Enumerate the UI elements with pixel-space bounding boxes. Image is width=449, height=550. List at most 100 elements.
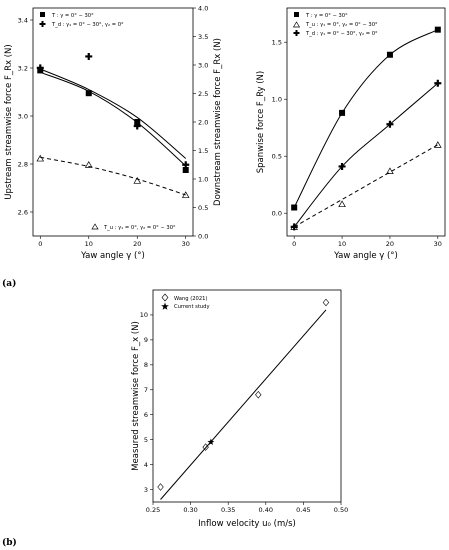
data-point-triangle — [84, 161, 93, 168]
series-fit-line-1 — [40, 68, 187, 159]
data-point-triangle — [434, 141, 442, 148]
series-fit-line-0 — [40, 71, 187, 167]
data-point-square — [182, 167, 189, 173]
x-tick-label: 10 — [338, 240, 346, 248]
y-tick-label: 3.0 — [18, 112, 28, 120]
y-tick-label: 1.0 — [272, 96, 282, 104]
data-point-diamond — [157, 483, 164, 491]
legend-diamond-marker — [161, 293, 169, 302]
legend-plus-marker — [39, 21, 46, 27]
data-point-triangle — [36, 154, 45, 162]
fit-line — [160, 309, 327, 500]
y-tick-label: 5 — [144, 436, 148, 444]
x-tick-label: 0.40 — [259, 506, 273, 514]
chart-b-lines — [160, 309, 327, 500]
y-tick-label: 10 — [140, 311, 148, 319]
y-tick-label: 3.5 — [198, 33, 208, 41]
data-point-square — [386, 51, 393, 58]
x-tick-label: 20 — [133, 240, 141, 248]
y-tick-label: 3.4 — [18, 16, 28, 24]
y-tick-label: 1.0 — [198, 175, 208, 183]
legend-upper-entry-1: T_d : γ₁ = 0° ∼ 30°, γ₂ = 0° — [51, 22, 124, 28]
chart-b-axes-frame — [152, 289, 342, 503]
chart-a-left-lines — [40, 68, 187, 196]
chart-a-left-axes-frame — [32, 7, 194, 237]
y-tick-label: 3.0 — [198, 61, 208, 69]
legend-triangle-marker — [292, 21, 301, 28]
panel-label-a: (a) — [2, 278, 16, 289]
y-tick-label: 4 — [144, 461, 148, 469]
x-tick-label: 20 — [386, 240, 394, 248]
chart-a-left-ylabel: Upstream streamwise force F_Rx (N) — [4, 44, 14, 199]
panel-label-b: (b) — [2, 537, 17, 548]
data-point-square — [134, 119, 141, 125]
chart-b-xlabel: Inflow velocity u₀ (m/s) — [198, 519, 296, 529]
legend-square-marker — [294, 12, 299, 17]
data-point-diamond — [255, 390, 262, 399]
y-tick-label: 6 — [144, 411, 148, 419]
legend-triangle-marker — [91, 223, 99, 230]
chart-b-ylabel: Measured streamwise force F_x (N) — [131, 321, 141, 471]
chart-a-right-marks — [290, 26, 442, 231]
series-fit-line-2 — [40, 156, 186, 196]
chart-a-right-ticks: 0 10 20 30 0.0 0.5 1.0 1.5 — [272, 39, 442, 249]
x-tick-label: 10 — [85, 240, 93, 248]
series-fit-line-1 — [293, 144, 439, 228]
series-fit-line-2 — [293, 82, 439, 228]
data-point-plus — [133, 122, 141, 130]
y-tick-label: 2.0 — [198, 118, 208, 126]
legend-star-marker — [161, 302, 169, 310]
chart-b: 0.25 0.30 0.35 0.40 0.45 0.50 3 4 5 6 7 8 9 10 Inflow… — [131, 289, 349, 529]
y-tick-label: 7 — [144, 386, 148, 394]
y-tick-label: 0.5 — [198, 204, 208, 212]
chart-a-left-ticks: 0 10 20 30 2.6 2.8 3.0 3.2 3.4 0.0 0.5 1.0 1.5 2.0 2.5… — [18, 4, 209, 248]
chart-a-left-marks — [36, 52, 190, 198]
y-tick-label: 0.5 — [272, 153, 282, 161]
x-tick-label: 0.30 — [183, 506, 197, 514]
y-tick-label: 2.6 — [18, 208, 28, 216]
data-point-plus — [386, 120, 394, 128]
y-tick-label: 8 — [144, 361, 148, 369]
x-tick-label: 0 — [292, 240, 296, 248]
data-point-square — [291, 204, 298, 211]
legend-entry-1: Current study — [174, 304, 210, 310]
chart-a-left-legend-upper: T : γ = 0° ∼ 30° T_d : γ₁ = 0° ∼ 30°, γ₂… — [39, 12, 124, 28]
y-tick-label: 2.5 — [198, 90, 208, 98]
data-point-square — [339, 109, 346, 116]
data-point-star — [207, 438, 215, 446]
legend-entry-0: Wang (2021) — [174, 296, 207, 302]
data-point-plus — [182, 161, 190, 169]
legend-upper-entry-0: T : γ = 0° ∼ 30° — [51, 13, 94, 19]
legend-entry-2: T_d : γ₁ = 0° ∼ 30°, γ₂ = 0° — [305, 31, 378, 37]
x-tick-label: 0.35 — [221, 506, 235, 514]
y-tick-label: 0.0 — [272, 210, 282, 218]
chart-a-right-ylabel: Spanwise force F_Ry (N) — [256, 71, 266, 173]
data-point-plus — [85, 52, 93, 60]
chart-a-right-legend: T : γ = 0° ∼ 30° T_u : γ₁ = 0°, γ₂ = 0° … — [292, 12, 378, 37]
x-tick-label: 30 — [182, 240, 190, 248]
series-fit-line-0 — [293, 29, 439, 208]
x-tick-label: 0 — [38, 240, 42, 248]
chart-b-ticks: 0.25 0.30 0.35 0.40 0.45 0.50 3 4 5 6 7 8 9 10 — [140, 311, 349, 514]
chart-b-legend: Wang (2021) Current study — [161, 293, 210, 310]
legend-entry-0: T : γ = 0° ∼ 30° — [305, 13, 348, 19]
x-tick-label: 30 — [434, 240, 442, 248]
data-point-diamond — [202, 443, 209, 451]
legend-plus-marker — [293, 30, 300, 36]
chart-a-left-xlabel: Yaw angle γ (°) — [80, 251, 145, 261]
chart-a-left-legend-lower: T_u : γ₁ = 0°, γ₂ = 0° ∼ 30° — [91, 223, 176, 231]
data-point-plus — [338, 162, 346, 170]
data-point-triangle — [181, 191, 190, 198]
legend-square-marker — [40, 12, 45, 17]
data-point-triangle — [338, 200, 346, 208]
x-tick-label: 0.50 — [334, 506, 348, 514]
y-tick-label: 0.0 — [198, 232, 208, 240]
y-tick-label: 9 — [144, 336, 148, 344]
x-tick-label: 0.25 — [146, 506, 160, 514]
chart-a-left-ylabel-right: Downstream streamwise force F_Rx (N) — [213, 38, 223, 206]
y-tick-label: 1.5 — [272, 39, 282, 47]
legend-entry-1: T_u : γ₁ = 0°, γ₂ = 0° ∼ 30° — [305, 22, 378, 28]
chart-a-right: 0 10 20 30 0.0 0.5 1.0 1.5 Yaw angle γ (°) Span… — [256, 7, 446, 261]
data-point-plus — [290, 223, 298, 231]
